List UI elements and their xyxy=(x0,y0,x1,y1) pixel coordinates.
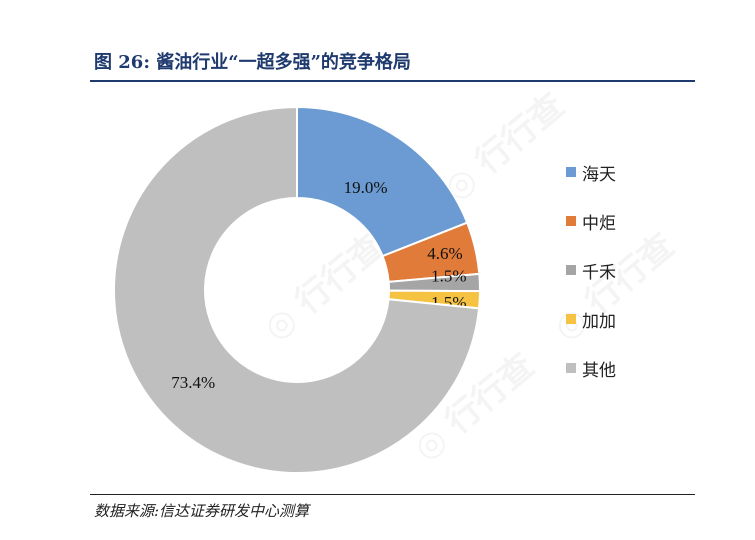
title-divider xyxy=(90,80,695,82)
legend-label-jiajia: 加加 xyxy=(582,311,616,332)
chart-title: 图 26: 酱油行业“一超多强”的竞争格局 xyxy=(94,52,411,73)
legend-label-others: 其他 xyxy=(582,360,616,381)
data-label-zhongju: 4.6% xyxy=(427,244,462,263)
slice-others xyxy=(113,105,481,474)
legend-item-haitian: 海天 xyxy=(566,160,616,185)
data-label-others: 73.4% xyxy=(171,373,215,392)
source-divider xyxy=(90,494,695,495)
legend-item-others: 其他 xyxy=(566,356,616,381)
legend-item-zhongju: 中炬 xyxy=(566,209,616,234)
legend-item-jiajia: 加加 xyxy=(566,307,616,332)
source-note: 数据来源:信达证券研发中心测算 xyxy=(94,502,310,520)
legend-swatch-jiajia xyxy=(566,314,576,324)
legend-item-qianhe: 千禾 xyxy=(566,258,616,283)
legend-label-haitian: 海天 xyxy=(582,164,616,185)
data-label-qianhe: 1.5% xyxy=(431,267,466,286)
chart-legend: 海天中炬千禾加加其他 xyxy=(566,160,616,405)
legend-label-zhongju: 中炬 xyxy=(582,213,616,234)
legend-swatch-others xyxy=(566,363,576,373)
legend-swatch-qianhe xyxy=(566,265,576,275)
legend-swatch-zhongju xyxy=(566,216,576,226)
legend-swatch-haitian xyxy=(566,167,576,177)
data-label-haitian: 19.0% xyxy=(344,178,388,197)
legend-label-qianhe: 千禾 xyxy=(582,262,616,283)
slice-haitian xyxy=(296,105,469,258)
